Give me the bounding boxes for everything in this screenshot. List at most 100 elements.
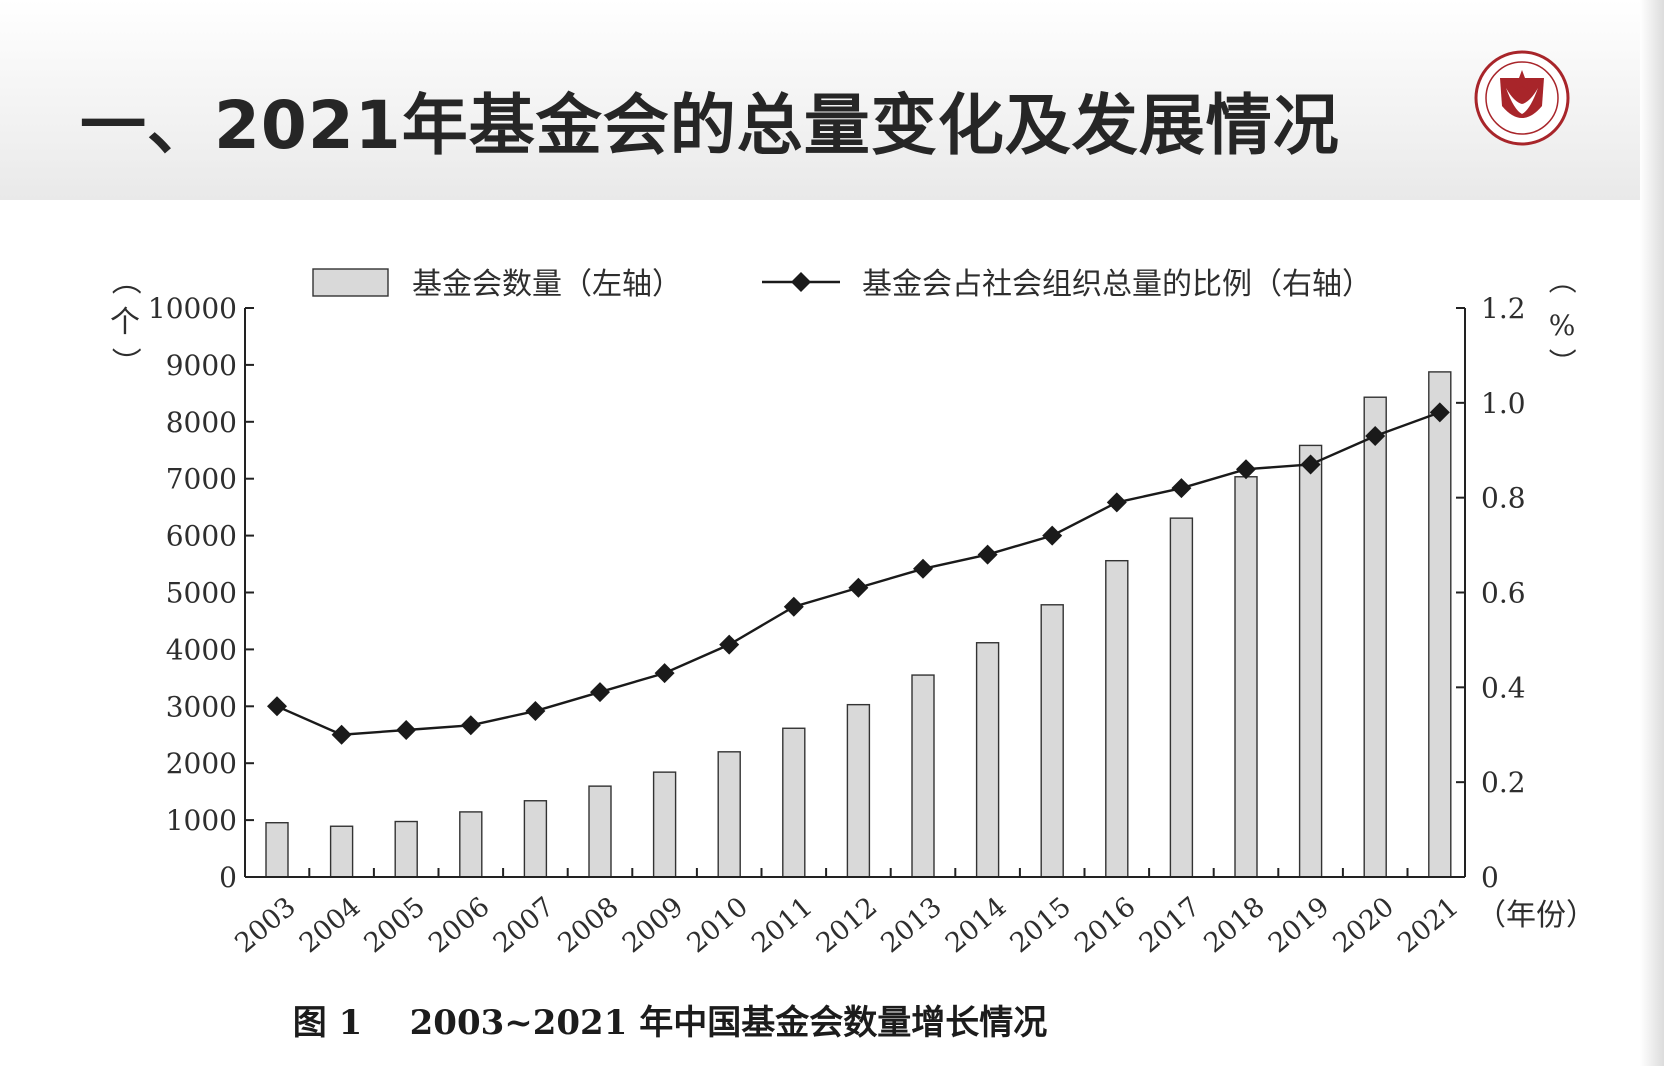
x-tick-label: 2014 [940,891,1013,959]
bar [1428,371,1452,878]
x-tick-labels: 2003200420052006200720082009201020112012… [229,891,1596,959]
y-right-tick-label: 1.2 [1481,292,1526,325]
line-point [331,724,352,745]
x-tick-label: 2013 [875,891,948,959]
x-tick-label: 2015 [1004,891,1077,959]
right-edge-shade [1640,0,1664,1066]
legend-line-label: 基金会占社会组织总量的比例（右轴） [862,267,1372,302]
x-tick-label: 2019 [1263,891,1336,959]
line-point [1236,459,1256,480]
y-right-tick-label: 0 [1481,861,1499,894]
university-logo-icon [1474,50,1570,146]
x-tick-label: 2010 [681,891,754,959]
x-tick-label: 2004 [294,891,367,959]
y-right-tick-label: 0.2 [1481,766,1526,799]
bar [911,674,935,878]
x-tick-label: 2011 [746,891,819,959]
bar [329,825,354,878]
x-tick-label: 2021 [1392,891,1465,959]
line-point [396,720,417,741]
y-left-tick-label: 6000 [166,520,237,553]
line-point [1106,492,1127,513]
bar [782,727,806,878]
line-point [1300,454,1321,475]
y-left-tick-label: 1000 [166,804,237,837]
legend: 基金会数量（左轴） 基金会占社会组织总量的比例（右轴） [312,267,1372,302]
axes: 0 1000 2000 3000 4000 5000 6000 7000 8000 9000 100… [148,292,1526,894]
x-tick-label: 2005 [358,891,431,959]
line-point [783,596,804,617]
x-tick-label: 2006 [423,891,496,959]
bar [265,822,289,878]
legend-line-marker [791,272,811,292]
y-left-tick-label: 7000 [166,463,237,496]
legend-bar-swatch [312,268,389,297]
line-point [1171,478,1192,499]
right-axis-unit-char: （ [1545,266,1578,294]
line-point [913,558,933,579]
bar [1298,444,1323,878]
left-axis-unit: （ 个 ） [107,265,142,377]
x-tick-label: 2003 [229,891,302,959]
x-tick-label: 2007 [488,891,561,959]
bar [1363,396,1387,878]
x-axis-unit: （年份） [1476,898,1596,933]
y-left-tick-label: 8000 [166,406,237,439]
line-point [719,634,740,655]
figure-caption: 图 1 2003~2021 年中国基金会数量增长情况 [0,995,1340,1044]
y-left-tick-label: 0 [219,861,237,894]
caption-figure-number: 图 1 [292,1003,363,1043]
x-tick-label: 2020 [1327,891,1400,959]
bar [846,703,871,878]
bar [523,800,548,878]
x-tick-label: 2018 [1198,891,1271,959]
line-point [1042,525,1063,546]
right-axis-unit-char: % [1549,309,1576,342]
bar [1105,559,1129,878]
header-band [0,0,1664,200]
caption-text: 2003~2021 年中国基金会数量增长情况 [409,1003,1048,1043]
y-right-tick-label: 1.0 [1481,387,1526,420]
y-left-tick-label: 2000 [166,747,237,780]
line-point [460,715,481,736]
line-series [267,402,1450,745]
bar [1040,604,1064,878]
x-tick-label: 2016 [1069,891,1142,959]
bar [1234,476,1258,878]
bar [394,820,418,878]
right-axis-unit: （% ） [1545,266,1578,376]
bar [717,751,741,878]
bar-series [265,371,1452,878]
y-right-tick-label: 0.4 [1481,671,1526,704]
slide-title: 一、2021年基金会的总量变化及发展情况 [80,87,1340,164]
bar [975,642,1000,878]
line-point [590,682,610,703]
x-tick-label: 2008 [552,891,625,959]
legend-bar-label: 基金会数量（左轴） [412,267,682,302]
line-point [1429,402,1450,423]
y-left-tick-label: 3000 [166,690,237,723]
y-left-tick-label: 4000 [166,633,237,666]
y-left-tick-label: 9000 [166,349,237,382]
bar [588,785,612,878]
series-line [276,411,1441,736]
y-right-tick-label: 0.6 [1481,577,1526,610]
line-point [977,544,998,565]
x-tick-label: 2009 [617,891,690,959]
x-tick-label: 2012 [811,891,884,959]
y-right-tick-label: 0.8 [1481,482,1526,515]
left-axis-unit-char: 个 [110,305,140,340]
line-point [267,696,287,717]
y-left-tick-label: 5000 [166,577,237,610]
line-point [654,663,675,684]
left-axis-unit-char: ） [107,347,142,377]
bar [652,771,677,878]
y-left-tick-label: 10000 [148,292,237,325]
line-point [525,701,546,722]
line-point [1365,426,1386,447]
left-axis-unit-char: （ [107,265,142,295]
right-axis-unit-char: ） [1545,348,1578,376]
x-tick-label: 2017 [1134,891,1207,959]
bar [1169,517,1194,878]
